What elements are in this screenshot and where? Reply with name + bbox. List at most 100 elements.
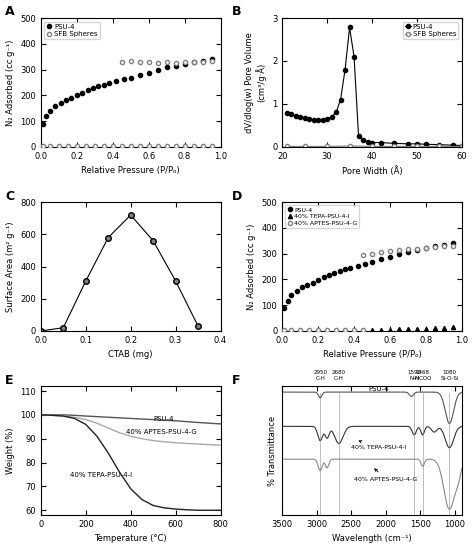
40% TEPA-PSU-4-I <box>288 327 294 334</box>
PSU-4 <box>459 142 465 149</box>
PSU-4 <box>331 270 337 276</box>
PSU-4 <box>63 97 69 103</box>
PSU-4 <box>155 67 161 74</box>
Line: 40% APTES-PSU-4-G: 40% APTES-PSU-4-G <box>361 244 455 257</box>
SFB Spheres <box>155 60 161 66</box>
SFB Spheres <box>209 58 214 64</box>
PSU-4 <box>396 251 402 257</box>
PSU-4 <box>146 69 152 76</box>
Text: F: F <box>232 374 240 386</box>
PSU-4 <box>320 116 326 123</box>
SFB Spheres <box>346 143 352 149</box>
PSU-4 <box>337 268 343 274</box>
PSU-4 <box>315 117 321 124</box>
PSU-4 <box>414 141 420 147</box>
PSU-4 <box>347 264 353 271</box>
Text: 40% TEPA-PSU-4-I: 40% TEPA-PSU-4-I <box>351 440 407 450</box>
SFB Spheres <box>128 58 134 65</box>
PSU-4 <box>304 281 310 288</box>
PSU-4 <box>321 274 327 281</box>
Legend: PSU-4, SFB Spheres: PSU-4, SFB Spheres <box>45 21 100 39</box>
PSU-4 <box>329 114 335 120</box>
Y-axis label: % Transmittance: % Transmittance <box>268 416 277 486</box>
SFB Spheres <box>200 58 205 65</box>
40% TEPA-PSU-4-I <box>351 327 357 333</box>
PSU-4 <box>302 114 308 121</box>
Text: 1590
N-H: 1590 N-H <box>407 370 421 381</box>
PSU-4 <box>164 64 170 71</box>
PSU-4 <box>173 63 179 69</box>
PSU-4 <box>414 247 420 253</box>
PSU-4 <box>326 272 332 278</box>
40% TEPA-PSU-4-I <box>450 324 456 330</box>
PSU-4 <box>200 57 205 64</box>
PSU-4 <box>79 89 85 96</box>
40% TEPA-PSU-4-I <box>441 324 447 331</box>
PSU-4 <box>137 72 143 79</box>
X-axis label: Relative Pressure (P/Pₒ): Relative Pressure (P/Pₒ) <box>82 166 180 175</box>
PSU-4 <box>437 142 442 148</box>
40% TEPA-PSU-4-I <box>378 327 384 333</box>
PSU-4 <box>342 266 348 272</box>
PSU-4 <box>432 243 438 250</box>
40% APTES-PSU-4-G <box>369 250 375 257</box>
PSU-4 <box>69 94 74 101</box>
PSU-4 <box>315 277 321 283</box>
40% TEPA-PSU-4-I <box>405 326 411 333</box>
40% TEPA-PSU-4-I <box>396 326 402 333</box>
SFB Spheres <box>164 59 170 66</box>
SFB Spheres <box>182 59 187 65</box>
SFB Spheres <box>284 143 290 150</box>
PSU-4 <box>405 248 411 255</box>
PSU-4 <box>450 142 456 148</box>
X-axis label: Pore Width (Å): Pore Width (Å) <box>342 166 402 176</box>
Text: PSU-4: PSU-4 <box>153 416 173 422</box>
Line: 40% TEPA-PSU-4-I: 40% TEPA-PSU-4-I <box>282 325 455 333</box>
40% TEPA-PSU-4-I <box>306 327 312 334</box>
Text: PSU-4: PSU-4 <box>369 385 389 391</box>
PSU-4 <box>284 110 290 116</box>
PSU-4 <box>333 109 339 116</box>
PSU-4 <box>85 87 91 93</box>
PSU-4 <box>128 75 134 81</box>
Text: 40% TEPA-PSU-4-I: 40% TEPA-PSU-4-I <box>70 472 132 478</box>
PSU-4 <box>387 254 393 260</box>
PSU-4 <box>450 240 456 247</box>
PSU-4 <box>306 116 312 122</box>
40% TEPA-PSU-4-I <box>342 327 348 333</box>
40% TEPA-PSU-4-I <box>423 326 429 332</box>
Text: C: C <box>5 189 14 203</box>
SFB Spheres <box>146 59 152 66</box>
40% APTES-PSU-4-G <box>423 244 429 251</box>
PSU-4 <box>293 113 299 119</box>
40% APTES-PSU-4-G <box>414 245 420 252</box>
PSU-4 <box>338 96 344 103</box>
PSU-4 <box>182 60 187 67</box>
PSU-4 <box>281 305 287 311</box>
SFB Spheres <box>392 143 397 150</box>
PSU-4 <box>74 92 80 99</box>
X-axis label: CTAB (mg): CTAB (mg) <box>109 350 153 360</box>
Y-axis label: N₂ Adsorbed (cc g⁻¹): N₂ Adsorbed (cc g⁻¹) <box>6 39 15 126</box>
40% TEPA-PSU-4-I <box>369 327 375 333</box>
Text: 1468
-NCOO: 1468 -NCOO <box>413 370 432 381</box>
40% TEPA-PSU-4-I <box>315 327 321 334</box>
PSU-4 <box>378 256 384 262</box>
PSU-4 <box>299 284 305 290</box>
40% APTES-PSU-4-G <box>450 243 456 249</box>
PSU-4 <box>369 259 375 265</box>
SFB Spheres <box>302 143 308 150</box>
40% TEPA-PSU-4-I <box>297 327 303 334</box>
PSU-4 <box>58 99 64 106</box>
Text: E: E <box>5 374 13 386</box>
SFB Spheres <box>137 59 143 65</box>
PSU-4 <box>405 141 411 147</box>
PSU-4 <box>53 103 58 109</box>
PSU-4 <box>288 292 294 299</box>
Line: PSU-4: PSU-4 <box>41 57 214 126</box>
Line: SFB Spheres: SFB Spheres <box>284 144 464 148</box>
Text: D: D <box>232 189 242 203</box>
PSU-4 <box>423 245 429 251</box>
Y-axis label: dV/dlog(w) Pore Volume
(cm³/g·Å): dV/dlog(w) Pore Volume (cm³/g·Å) <box>245 32 266 133</box>
40% APTES-PSU-4-G <box>387 248 393 254</box>
